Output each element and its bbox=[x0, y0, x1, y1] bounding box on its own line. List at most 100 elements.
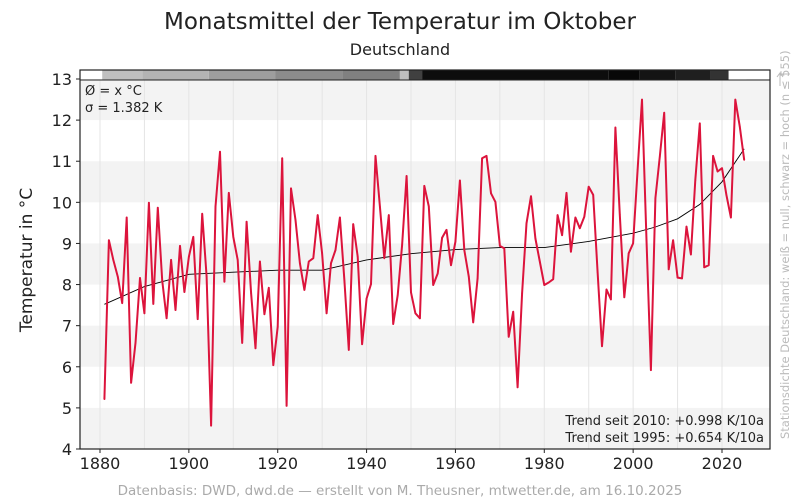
density-segment bbox=[102, 70, 143, 80]
footer-source: Datenbasis: DWD, dwd.de — erstellt von M… bbox=[118, 483, 683, 499]
data-point bbox=[214, 205, 217, 208]
data-point bbox=[196, 318, 199, 320]
data-point bbox=[543, 284, 546, 286]
data-point bbox=[730, 216, 732, 219]
data-point bbox=[161, 279, 163, 282]
data-point bbox=[250, 292, 252, 294]
data-point bbox=[667, 268, 670, 271]
data-point bbox=[650, 369, 652, 371]
data-point bbox=[472, 321, 475, 324]
data-point bbox=[174, 309, 177, 311]
y-tick-label: 12 bbox=[52, 111, 72, 130]
density-segment bbox=[399, 70, 409, 80]
data-point bbox=[294, 219, 297, 221]
sigma-annotation: σ = 1.382 K bbox=[85, 101, 163, 116]
x-tick-label: 1880 bbox=[80, 454, 121, 473]
data-point bbox=[152, 303, 155, 305]
temperature-series bbox=[103, 98, 746, 427]
data-point bbox=[552, 278, 554, 281]
data-point bbox=[188, 255, 190, 258]
data-point bbox=[681, 277, 683, 280]
data-point bbox=[139, 277, 141, 279]
data-point bbox=[112, 259, 115, 261]
mean-annotation: Ø = x °C bbox=[85, 84, 142, 99]
station-density-strip bbox=[102, 70, 747, 80]
data-point bbox=[721, 167, 723, 170]
x-tick-label: 2020 bbox=[702, 454, 743, 473]
data-point bbox=[254, 347, 257, 350]
data-point bbox=[201, 213, 203, 215]
data-point bbox=[507, 335, 510, 338]
trend-2010-annotation: Trend seit 2010: +0.998 K/10a bbox=[564, 414, 764, 429]
data-point bbox=[365, 297, 368, 300]
data-point bbox=[521, 292, 523, 294]
data-point bbox=[610, 298, 612, 301]
data-point bbox=[432, 284, 435, 286]
data-point bbox=[410, 291, 412, 294]
data-point bbox=[676, 276, 679, 279]
data-point bbox=[116, 275, 119, 278]
data-point bbox=[268, 287, 270, 289]
data-point bbox=[241, 342, 243, 344]
data-point bbox=[223, 280, 226, 283]
background-band bbox=[80, 79, 770, 121]
data-point bbox=[685, 225, 688, 228]
density-segment bbox=[639, 70, 676, 80]
data-point bbox=[348, 349, 350, 351]
data-point bbox=[601, 345, 603, 348]
data-point bbox=[427, 205, 430, 208]
y-axis-ticks: 4 5 6 7 8 9 10 11 12 13 bbox=[52, 70, 80, 459]
data-point bbox=[712, 155, 714, 157]
data-point bbox=[419, 317, 421, 320]
chart-title: Monatsmittel der Temperatur im Oktober bbox=[164, 9, 637, 35]
data-point bbox=[716, 170, 719, 173]
vertical-gridlines bbox=[99, 80, 723, 449]
data-point bbox=[228, 192, 230, 194]
data-point bbox=[698, 122, 701, 125]
density-segment bbox=[142, 70, 209, 80]
density-segment bbox=[710, 70, 729, 80]
data-point bbox=[703, 266, 706, 269]
data-point bbox=[539, 260, 541, 263]
data-point bbox=[503, 247, 506, 250]
data-point bbox=[379, 205, 381, 208]
data-point bbox=[516, 386, 519, 389]
data-point bbox=[512, 310, 514, 313]
data-point bbox=[303, 289, 306, 291]
data-point bbox=[494, 201, 497, 203]
data-point bbox=[308, 260, 310, 263]
y-tick-label: 8 bbox=[62, 276, 72, 295]
data-point bbox=[707, 264, 710, 267]
density-segment bbox=[275, 70, 343, 80]
data-point bbox=[565, 192, 568, 194]
data-point bbox=[743, 159, 746, 161]
data-point bbox=[143, 312, 146, 315]
data-point bbox=[361, 343, 363, 345]
data-point bbox=[694, 179, 697, 181]
data-point bbox=[134, 342, 137, 344]
data-point bbox=[641, 98, 643, 101]
data-point bbox=[276, 326, 279, 328]
data-point bbox=[623, 296, 626, 299]
y-tick-label: 5 bbox=[62, 399, 72, 418]
data-point bbox=[192, 236, 195, 238]
density-segment bbox=[422, 70, 609, 80]
data-point bbox=[627, 252, 630, 255]
data-point bbox=[290, 187, 292, 190]
station-density-label: Stationsdichte Deutschland: weiß = null,… bbox=[778, 50, 792, 439]
data-point bbox=[463, 249, 466, 251]
data-point bbox=[108, 239, 110, 241]
data-point bbox=[632, 242, 634, 245]
data-point bbox=[485, 155, 488, 157]
data-point bbox=[583, 215, 586, 218]
x-tick-label: 1940 bbox=[346, 454, 387, 473]
data-point bbox=[481, 157, 483, 160]
y-tick-label: 4 bbox=[62, 440, 72, 459]
background-bands bbox=[80, 79, 770, 449]
data-point bbox=[476, 277, 479, 280]
data-point bbox=[299, 262, 301, 264]
data-point bbox=[325, 312, 328, 315]
x-tick-label: 1980 bbox=[524, 454, 565, 473]
data-point bbox=[645, 239, 648, 241]
